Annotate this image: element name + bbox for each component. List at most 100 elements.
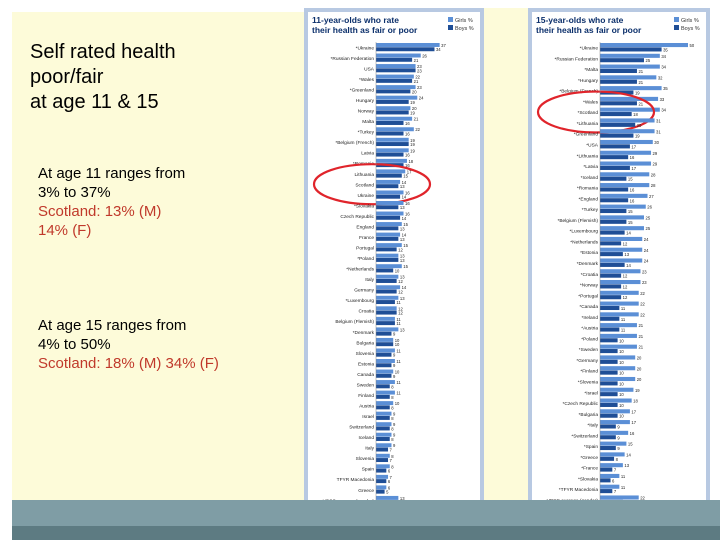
bar-girls	[600, 409, 630, 414]
bar-girls	[600, 150, 652, 155]
value-label: 35	[663, 86, 668, 91]
bar-girls	[600, 323, 637, 328]
bar-boys	[376, 468, 387, 473]
category-label: *Greenland	[574, 132, 599, 138]
bar-girls	[600, 226, 644, 231]
bar-boys	[600, 187, 629, 192]
category-label: Estonia	[358, 361, 374, 367]
value-label: 11	[621, 474, 626, 479]
bar-girls	[600, 430, 629, 435]
category-label: *Greenland	[350, 88, 375, 94]
value-label: 9	[617, 435, 620, 440]
value-label: 8	[391, 437, 394, 442]
category-label: Portugal	[356, 246, 374, 252]
bar-boys	[376, 215, 401, 220]
category-label: *Lithuania	[577, 153, 599, 159]
bar-girls	[376, 485, 387, 490]
value-label: 10	[619, 371, 624, 376]
bar-boys	[600, 359, 618, 364]
legend-swatch	[674, 25, 679, 30]
value-label: 35	[663, 47, 668, 52]
bar-girls	[376, 359, 395, 363]
value-label: 21	[414, 117, 419, 122]
bar-boys	[600, 381, 618, 386]
value-label: 15	[403, 243, 408, 248]
age11-range-values: 3% to 37%	[38, 184, 111, 201]
category-label: *Russian Federation	[555, 56, 599, 62]
bar-boys	[376, 142, 409, 147]
value-label: 13	[400, 275, 405, 280]
bar-boys	[376, 194, 401, 199]
bar-boys	[376, 268, 394, 273]
bar-girls	[376, 285, 401, 290]
value-label: 11	[621, 328, 626, 333]
bar-girls	[600, 398, 632, 403]
category-label: Germany	[354, 288, 374, 294]
value-label: 16	[405, 132, 410, 137]
category-label: *France	[581, 466, 598, 472]
bar-boys	[600, 208, 627, 214]
category-label: *Belgium (Flemish)	[557, 218, 598, 224]
category-label: Israel	[362, 414, 374, 420]
value-label: 30	[654, 140, 659, 145]
category-label: *Russian Federation	[331, 56, 375, 62]
bar-boys	[376, 331, 392, 336]
value-label: 13	[400, 496, 405, 501]
value-label: 19	[410, 142, 415, 147]
bar-boys	[376, 99, 409, 104]
value-label: 17	[631, 144, 636, 149]
bar-girls	[600, 215, 644, 220]
value-label: 19	[410, 110, 415, 115]
bar-boys	[376, 226, 399, 231]
bar-boys	[600, 402, 618, 407]
value-label: 16	[405, 153, 410, 158]
bar-boys	[600, 370, 618, 375]
value-label: 25	[646, 226, 651, 231]
value-label: 10	[395, 342, 400, 347]
value-label: 21	[638, 101, 643, 106]
value-label: 11	[621, 317, 626, 322]
value-label: 20	[637, 355, 642, 360]
bar-girls	[600, 236, 643, 241]
bar-boys	[376, 384, 390, 389]
bar-boys	[600, 144, 630, 149]
bar-boys	[376, 247, 397, 252]
value-label: 19	[410, 100, 415, 105]
bar-boys	[376, 405, 390, 410]
value-label: 11	[396, 391, 401, 396]
value-label: 15	[403, 222, 408, 227]
value-label: 16	[405, 212, 410, 217]
bar-girls	[600, 183, 650, 188]
bar-boys	[600, 122, 636, 127]
bar-boys	[600, 316, 620, 321]
value-label: 9	[393, 332, 396, 337]
category-label: Sweden	[357, 382, 375, 388]
bar-girls	[600, 139, 653, 145]
value-label: 23	[417, 64, 422, 69]
value-label: 18	[633, 399, 638, 404]
value-label: 15	[403, 174, 408, 179]
category-label: *England	[579, 196, 599, 202]
value-label: 12	[398, 311, 403, 316]
value-label: 15	[628, 209, 633, 214]
value-label: 21	[414, 58, 419, 63]
value-label: 18	[633, 112, 638, 117]
bar-girls	[376, 337, 394, 342]
bar-boys	[376, 447, 389, 452]
bar-girls	[376, 106, 411, 111]
value-label: 16	[405, 201, 410, 206]
value-label: 21	[414, 79, 419, 84]
value-label: 14	[402, 180, 407, 185]
bar-boys	[600, 456, 615, 461]
bar-boys	[600, 273, 622, 278]
bar-boys	[600, 219, 627, 224]
bar-boys	[376, 394, 390, 399]
category-label: Italy	[365, 277, 374, 283]
category-label: Lithuania	[355, 172, 375, 178]
bar-girls	[376, 95, 418, 100]
bar-girls	[376, 264, 402, 269]
value-label: 10	[619, 360, 624, 365]
category-label: *Denmark	[353, 330, 375, 336]
